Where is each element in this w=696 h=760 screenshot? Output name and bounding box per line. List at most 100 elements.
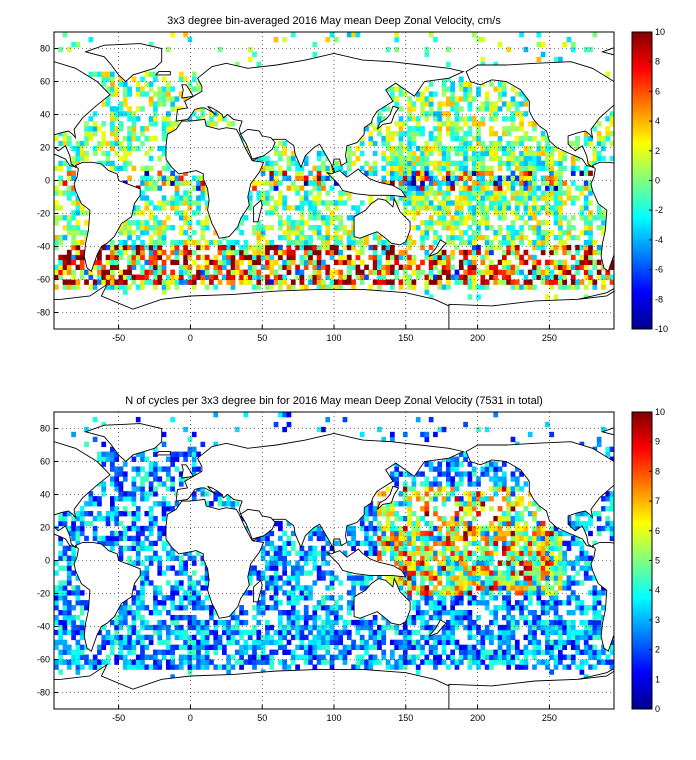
heatmap-cell	[161, 249, 167, 256]
heatmap-cell	[510, 264, 516, 270]
coastline-path	[353, 197, 411, 246]
heatmap-cell	[489, 145, 494, 152]
heatmap-cell	[463, 560, 468, 566]
heatmap-cell	[247, 590, 253, 596]
heatmap-cell	[230, 264, 236, 270]
heatmap-cell	[148, 634, 154, 641]
heatmap-cell	[471, 575, 477, 581]
heatmap-cell	[260, 264, 266, 270]
heatmap-cell	[140, 560, 145, 566]
heatmap-cell	[62, 545, 68, 551]
heatmap-cell	[450, 595, 456, 601]
heatmap-cell	[609, 259, 614, 266]
heatmap-cell	[118, 145, 124, 152]
heatmap-cell	[523, 131, 529, 137]
y-tick-label: 60	[40, 77, 50, 87]
heatmap-cell	[325, 274, 331, 280]
heatmap-cell	[364, 535, 369, 542]
heatmap-cell	[355, 624, 361, 631]
heatmap-cell	[209, 116, 214, 122]
heatmap-cell	[540, 624, 546, 631]
heatmap-cell	[415, 91, 421, 97]
heatmap-cell	[458, 210, 464, 216]
heatmap-cell	[334, 200, 339, 206]
heatmap-cell	[200, 560, 206, 566]
heatmap-cell	[303, 195, 309, 201]
heatmap-cell	[532, 175, 537, 181]
heatmap-cell	[273, 274, 279, 280]
heatmap-cell	[497, 605, 503, 611]
heatmap-cell	[381, 269, 387, 275]
heatmap-cell	[278, 279, 283, 285]
heatmap-cell	[260, 254, 266, 261]
heatmap-cell	[295, 570, 300, 576]
heatmap-cell	[385, 140, 391, 147]
heatmap-cell	[609, 116, 614, 122]
heatmap-cell	[377, 279, 382, 285]
heatmap-cell	[424, 289, 430, 295]
heatmap-cell	[514, 160, 520, 167]
heatmap-cell	[114, 614, 120, 621]
heatmap-cell	[489, 155, 494, 162]
x-tick-label: 200	[470, 333, 485, 343]
heatmap-cell	[131, 619, 137, 626]
heatmap-cell	[295, 160, 300, 167]
heatmap-cell	[135, 284, 141, 290]
heatmap-cell	[609, 535, 614, 542]
heatmap-cell	[424, 96, 430, 102]
heatmap-cell	[148, 185, 154, 191]
heatmap-cell	[105, 274, 111, 280]
heatmap-cell	[484, 560, 490, 566]
heatmap-cell	[566, 185, 572, 191]
heatmap-cell	[265, 560, 270, 566]
heatmap-cell	[566, 36, 572, 43]
heatmap-cell	[174, 585, 180, 591]
heatmap-cell	[105, 515, 111, 522]
heatmap-cell	[329, 175, 335, 181]
heatmap-cell	[226, 249, 232, 256]
heatmap-cell	[174, 619, 180, 626]
heatmap-cell	[204, 570, 210, 576]
heatmap-cell	[196, 629, 201, 636]
heatmap-cell	[58, 274, 64, 280]
heatmap-cell	[420, 175, 425, 181]
heatmap-cell	[247, 264, 253, 270]
heatmap-cell	[256, 180, 262, 186]
heatmap-cell	[329, 215, 335, 221]
heatmap-cell	[187, 644, 193, 650]
heatmap-cell	[463, 644, 468, 650]
heatmap-cell	[135, 555, 141, 561]
heatmap-cell	[480, 170, 486, 176]
heatmap-cell	[523, 560, 529, 566]
heatmap-cell	[549, 555, 555, 561]
heatmap-cell	[502, 249, 507, 256]
heatmap-cell	[153, 220, 158, 226]
heatmap-cell	[114, 264, 120, 270]
heatmap-cell	[122, 664, 128, 670]
heatmap-cell	[441, 624, 447, 631]
heatmap-cell	[127, 560, 132, 566]
heatmap-cell	[135, 259, 141, 266]
heatmap-cell	[402, 639, 408, 646]
heatmap-cell	[153, 515, 158, 522]
heatmap-cell	[549, 590, 555, 596]
heatmap-cell	[122, 91, 128, 97]
heatmap-cell	[536, 506, 542, 512]
heatmap-cell	[385, 106, 391, 112]
heatmap-cell	[540, 135, 546, 142]
heatmap-cell	[342, 274, 348, 280]
heatmap-cell	[467, 629, 473, 636]
heatmap-cell	[269, 595, 275, 601]
heatmap-cell	[596, 511, 602, 517]
heatmap-cell	[558, 205, 563, 211]
heatmap-cell	[122, 101, 128, 107]
heatmap-cell	[71, 185, 76, 191]
heatmap-cell	[329, 619, 335, 626]
heatmap-cell	[170, 659, 176, 665]
heatmap-cell	[450, 515, 456, 522]
heatmap-cell	[372, 259, 378, 266]
heatmap-cell	[75, 525, 81, 532]
heatmap-cell	[377, 274, 382, 280]
heatmap-cell	[355, 210, 361, 216]
heatmap-cell	[161, 116, 167, 122]
